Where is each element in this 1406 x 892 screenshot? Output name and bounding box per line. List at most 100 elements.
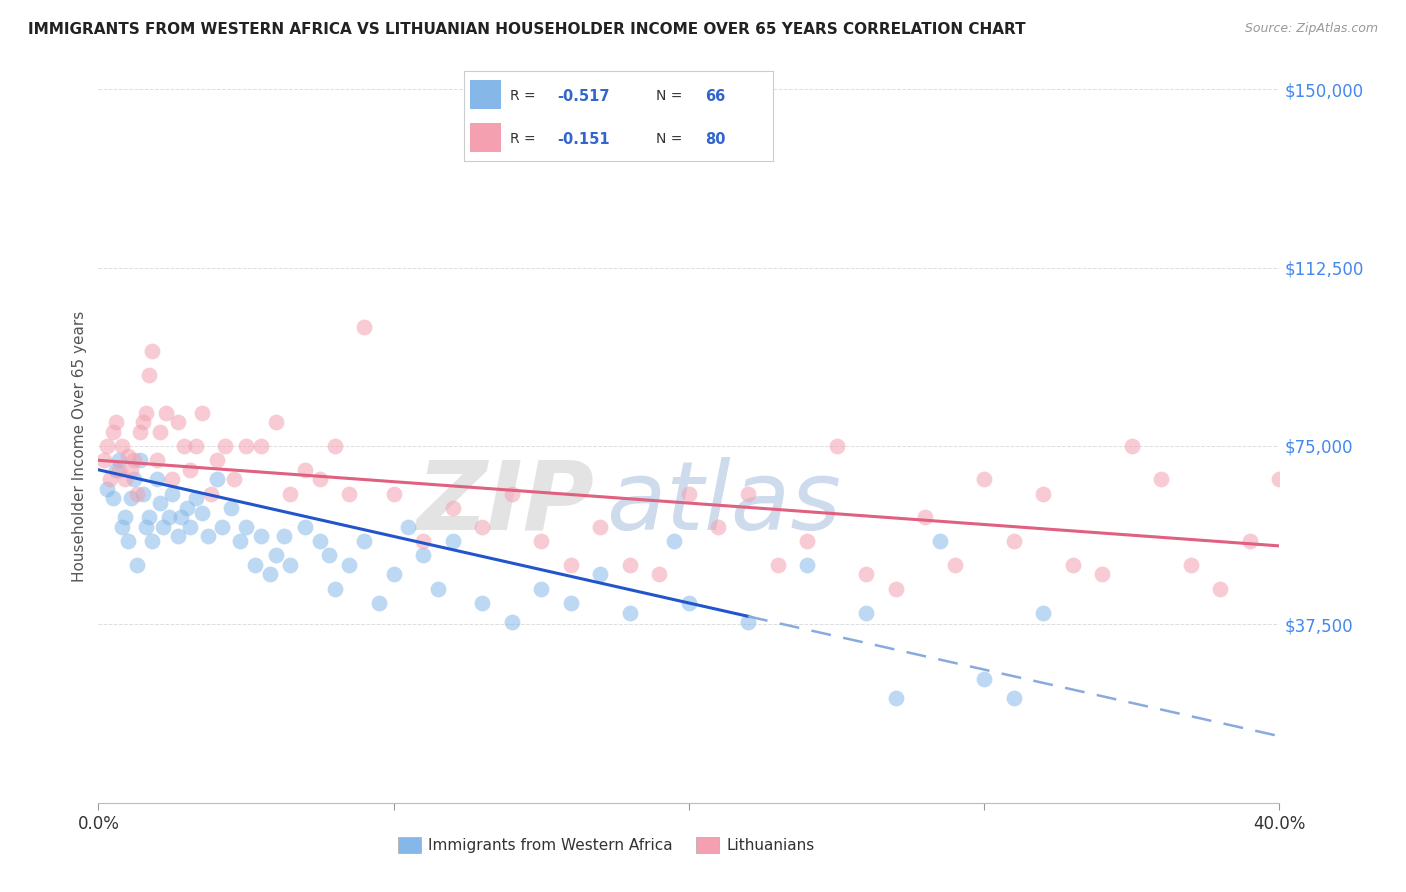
Point — [205, 472, 228, 486]
Point — [132, 415, 155, 429]
Text: R =: R = — [510, 132, 540, 146]
Point — [678, 486, 700, 500]
Point — [264, 549, 287, 563]
Point — [530, 534, 553, 549]
Point — [318, 549, 340, 563]
Point — [250, 439, 273, 453]
Point — [211, 520, 233, 534]
Text: R =: R = — [510, 89, 540, 103]
Point — [796, 558, 818, 572]
Point — [855, 567, 877, 582]
Point — [619, 606, 641, 620]
Point — [294, 463, 316, 477]
Point — [353, 534, 375, 549]
Point — [1180, 558, 1202, 572]
Point — [973, 672, 995, 686]
Point — [176, 500, 198, 515]
Point — [162, 472, 183, 486]
Point — [648, 567, 671, 582]
Point — [766, 558, 789, 572]
Point — [884, 691, 907, 706]
FancyBboxPatch shape — [470, 80, 501, 109]
Point — [309, 534, 332, 549]
Point — [146, 472, 169, 486]
Point — [273, 529, 295, 543]
Point — [111, 439, 134, 453]
Point — [149, 425, 172, 439]
Point — [141, 343, 163, 358]
Point — [382, 486, 405, 500]
Point — [441, 534, 464, 549]
Point — [132, 486, 155, 500]
Point — [1386, 596, 1406, 610]
Text: -0.517: -0.517 — [557, 89, 609, 103]
Point — [280, 486, 302, 500]
Point — [179, 463, 201, 477]
Point — [339, 558, 361, 572]
Point — [200, 486, 222, 500]
Point — [138, 368, 160, 382]
Point — [1032, 606, 1054, 620]
Point — [197, 529, 219, 543]
Point — [105, 463, 128, 477]
Point — [259, 567, 281, 582]
Point — [191, 406, 214, 420]
Point — [152, 520, 174, 534]
Point — [235, 439, 257, 453]
Point — [98, 472, 121, 486]
Point — [737, 486, 759, 500]
Text: 80: 80 — [706, 132, 725, 146]
Point — [1327, 606, 1350, 620]
Point — [108, 463, 131, 477]
Point — [214, 439, 236, 453]
Point — [825, 439, 848, 453]
Point — [664, 534, 686, 549]
Text: N =: N = — [655, 89, 686, 103]
Point — [707, 520, 730, 534]
Point — [501, 486, 523, 500]
Point — [412, 549, 434, 563]
Point — [943, 558, 966, 572]
Point — [167, 415, 190, 429]
Point — [96, 482, 118, 496]
Point — [117, 534, 139, 549]
Point — [162, 486, 183, 500]
Point — [173, 439, 195, 453]
Point — [114, 510, 136, 524]
Point — [1002, 534, 1025, 549]
Point — [1298, 596, 1320, 610]
Point — [135, 406, 157, 420]
Point — [179, 520, 201, 534]
Point — [146, 453, 169, 467]
Point — [427, 582, 450, 596]
Point — [93, 453, 115, 467]
Point — [243, 558, 266, 572]
Point — [128, 425, 150, 439]
Point — [108, 453, 131, 467]
Point — [221, 500, 243, 515]
FancyBboxPatch shape — [470, 123, 501, 152]
Point — [128, 453, 150, 467]
Point — [530, 582, 553, 596]
Text: N =: N = — [655, 132, 686, 146]
Point — [122, 453, 145, 467]
Point — [1002, 691, 1025, 706]
Point — [323, 582, 346, 596]
Point — [619, 558, 641, 572]
Point — [737, 615, 759, 629]
Point — [184, 491, 207, 506]
Point — [501, 615, 523, 629]
Point — [398, 520, 420, 534]
Point — [125, 486, 148, 500]
Text: -0.151: -0.151 — [557, 132, 609, 146]
Point — [471, 520, 494, 534]
Point — [138, 510, 160, 524]
Point — [323, 439, 346, 453]
Point — [884, 582, 907, 596]
Point — [589, 567, 612, 582]
Point — [560, 596, 582, 610]
Point — [250, 529, 273, 543]
Point — [339, 486, 361, 500]
Point — [471, 596, 494, 610]
Point — [1268, 472, 1291, 486]
